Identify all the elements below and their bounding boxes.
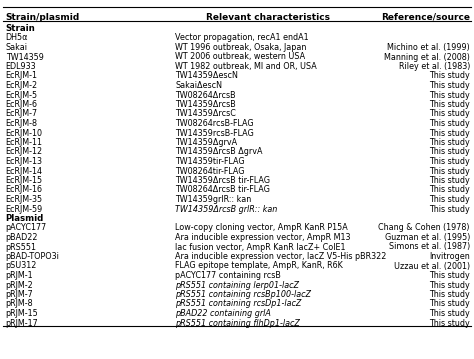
Text: EcRJM-59: EcRJM-59 [6, 205, 43, 214]
Text: This study: This study [429, 109, 470, 118]
Text: TW08264rcsB-FLAG: TW08264rcsB-FLAG [175, 119, 254, 128]
Text: This study: This study [429, 157, 470, 166]
Text: This study: This study [429, 299, 470, 308]
Text: EcRJM-12: EcRJM-12 [6, 148, 43, 157]
Text: TW14359ΔrcsB grlR:: kan: TW14359ΔrcsB grlR:: kan [175, 205, 278, 214]
Text: This study: This study [429, 290, 470, 299]
Text: lac fusion vector, AmpR KanR lacZ+ ColE1: lac fusion vector, AmpR KanR lacZ+ ColE1 [175, 242, 346, 252]
Text: Michino et al. (1999): Michino et al. (1999) [387, 43, 470, 52]
Text: This study: This study [429, 148, 470, 157]
Text: This study: This study [429, 309, 470, 318]
Text: pRJM-7: pRJM-7 [6, 290, 34, 299]
Text: Sakai: Sakai [6, 43, 27, 52]
Text: Uzzau et al. (2001): Uzzau et al. (2001) [394, 261, 470, 270]
Text: TW14359ΔgrvA: TW14359ΔgrvA [175, 138, 237, 147]
Text: This study: This study [429, 318, 470, 327]
Text: EcRJM-2: EcRJM-2 [6, 81, 38, 90]
Text: EcRJM-7: EcRJM-7 [6, 109, 38, 118]
Text: WT 1982 outbreak, MI and OR, USA: WT 1982 outbreak, MI and OR, USA [175, 62, 317, 71]
Text: TW14359: TW14359 [6, 52, 44, 61]
Text: EcRJM-13: EcRJM-13 [6, 157, 43, 166]
Text: EcRJM-15: EcRJM-15 [6, 176, 43, 185]
Text: EcRJM-5: EcRJM-5 [6, 90, 38, 99]
Text: Relevant characteristics: Relevant characteristics [206, 13, 330, 22]
Text: This study: This study [429, 186, 470, 195]
Text: pRS551 containing lerp01-lacZ: pRS551 containing lerp01-lacZ [175, 280, 300, 289]
Text: This study: This study [429, 71, 470, 80]
Text: pSU312: pSU312 [6, 261, 37, 270]
Text: EcRJM-11: EcRJM-11 [6, 138, 43, 147]
Text: This study: This study [429, 138, 470, 147]
Text: Chang & Cohen (1978): Chang & Cohen (1978) [379, 224, 470, 233]
Text: pRJM-15: pRJM-15 [6, 309, 38, 318]
Text: TW14359tir-FLAG: TW14359tir-FLAG [175, 157, 245, 166]
Text: This study: This study [429, 119, 470, 128]
Text: EcRJM-16: EcRJM-16 [6, 186, 43, 195]
Text: Riley et al. (1983): Riley et al. (1983) [399, 62, 470, 71]
Text: EcRJM-1: EcRJM-1 [6, 71, 38, 80]
Text: Low-copy cloning vector, AmpR KanR P15A: Low-copy cloning vector, AmpR KanR P15A [175, 224, 348, 233]
Text: Manning et al. (2008): Manning et al. (2008) [384, 52, 470, 61]
Text: pRJM-17: pRJM-17 [6, 318, 38, 327]
Text: TW08264ΔrcsB: TW08264ΔrcsB [175, 90, 236, 99]
Text: DH5α: DH5α [6, 33, 28, 42]
Text: Ara inducible expression vector, lacZ V5-His pBR322: Ara inducible expression vector, lacZ V5… [175, 252, 387, 261]
Text: TW08264ΔrcsB tir-FLAG: TW08264ΔrcsB tir-FLAG [175, 186, 270, 195]
Text: WT 1996 outbreak, Osaka, Japan: WT 1996 outbreak, Osaka, Japan [175, 43, 307, 52]
Text: EcRJM-35: EcRJM-35 [6, 195, 43, 204]
Text: This study: This study [429, 280, 470, 289]
Text: Strain: Strain [6, 24, 36, 33]
Text: Strain/plasmid: Strain/plasmid [6, 13, 80, 22]
Text: TW08264tir-FLAG: TW08264tir-FLAG [175, 167, 245, 176]
Text: pACYC177 containing rcsB: pACYC177 containing rcsB [175, 271, 281, 280]
Text: EcRJM-10: EcRJM-10 [6, 129, 43, 137]
Text: pRS551: pRS551 [6, 242, 36, 252]
Text: TW14359grlR:: kan: TW14359grlR:: kan [175, 195, 252, 204]
Text: This study: This study [429, 167, 470, 176]
Text: This study: This study [429, 195, 470, 204]
Text: TW14359ΔrcsB ΔgrvA: TW14359ΔrcsB ΔgrvA [175, 148, 263, 157]
Text: pRS551 containing rcsDp1-lacZ: pRS551 containing rcsDp1-lacZ [175, 299, 302, 308]
Text: Ara inducible expression vector, AmpR M13: Ara inducible expression vector, AmpR M1… [175, 233, 351, 242]
Text: TW14359ΔrcsB tir-FLAG: TW14359ΔrcsB tir-FLAG [175, 176, 270, 185]
Text: WT 2006 outbreak, western USA: WT 2006 outbreak, western USA [175, 52, 306, 61]
Text: pRJM-2: pRJM-2 [6, 280, 34, 289]
Text: TW14359ΔrcsC: TW14359ΔrcsC [175, 109, 236, 118]
Text: TW14359ΔescN: TW14359ΔescN [175, 71, 238, 80]
Text: Reference/source: Reference/source [381, 13, 470, 22]
Text: EcRJM-14: EcRJM-14 [6, 167, 43, 176]
Text: pBAD-TOPO3i: pBAD-TOPO3i [6, 252, 60, 261]
Text: This study: This study [429, 176, 470, 185]
Text: pRS551 containing flhDp1-lacZ: pRS551 containing flhDp1-lacZ [175, 318, 300, 327]
Text: Invitrogen: Invitrogen [429, 252, 470, 261]
Text: TW14359rcsB-FLAG: TW14359rcsB-FLAG [175, 129, 254, 137]
Text: This study: This study [429, 129, 470, 137]
Text: This study: This study [429, 271, 470, 280]
Text: EcRJM-6: EcRJM-6 [6, 100, 38, 109]
Text: EcRJM-8: EcRJM-8 [6, 119, 38, 128]
Text: Guzman et al. (1995): Guzman et al. (1995) [384, 233, 470, 242]
Text: pBAD22 containing grlA: pBAD22 containing grlA [175, 309, 271, 318]
Text: pBAD22: pBAD22 [6, 233, 38, 242]
Text: pRS551 containing rcsBp100-lacZ: pRS551 containing rcsBp100-lacZ [175, 290, 311, 299]
Text: This study: This study [429, 205, 470, 214]
Text: SakaiΔescN: SakaiΔescN [175, 81, 222, 90]
Text: This study: This study [429, 81, 470, 90]
Text: pRJM-1: pRJM-1 [6, 271, 33, 280]
Text: TW14359ΔrcsB: TW14359ΔrcsB [175, 100, 236, 109]
Text: This study: This study [429, 90, 470, 99]
Text: pRJM-8: pRJM-8 [6, 299, 33, 308]
Text: This study: This study [429, 100, 470, 109]
Text: Vector propagation, recA1 endA1: Vector propagation, recA1 endA1 [175, 33, 309, 42]
Text: EDL933: EDL933 [6, 62, 36, 71]
Text: pACYC177: pACYC177 [6, 224, 47, 233]
Text: Simons et al. (1987): Simons et al. (1987) [389, 242, 470, 252]
Text: FLAG epitope template, AmpR, KanR, R6K: FLAG epitope template, AmpR, KanR, R6K [175, 261, 343, 270]
Text: Plasmid: Plasmid [6, 214, 44, 223]
